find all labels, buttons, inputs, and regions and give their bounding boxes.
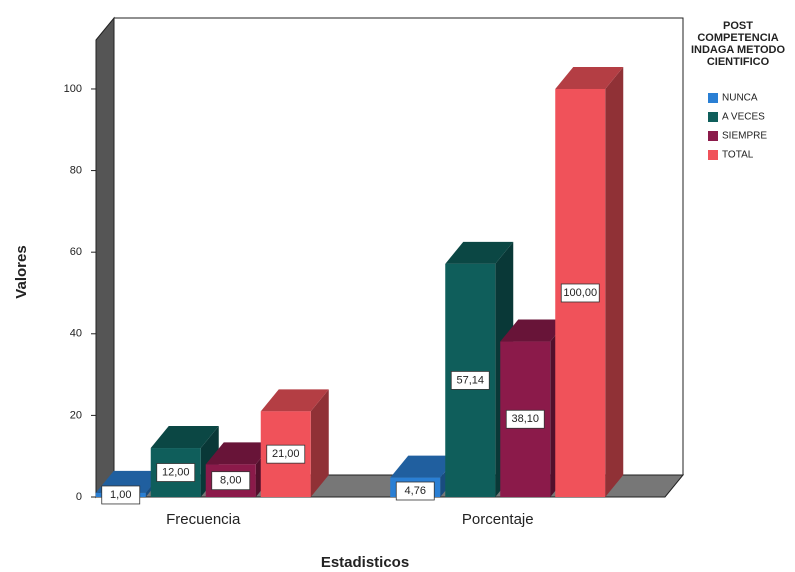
bar-side	[605, 66, 624, 497]
value-label-box	[450, 371, 490, 390]
legend-label: NUNCA	[722, 93, 758, 104]
x-axis-title: Estadisticos	[321, 554, 409, 571]
value-label-text: 12,00	[162, 466, 190, 478]
value-label-text: 4,76	[405, 485, 426, 497]
y-tick-label: 60	[70, 246, 82, 258]
value-label: 1,00	[101, 485, 141, 505]
bar-top	[260, 389, 329, 412]
bar-side	[310, 389, 329, 497]
x-tick-label: Porcentaje	[462, 511, 534, 528]
value-label: 57,14	[450, 371, 490, 390]
value-label: 21,00	[266, 444, 306, 464]
legend-label: TOTAL	[722, 150, 754, 161]
value-label-box	[505, 409, 545, 429]
bar-top	[555, 66, 624, 89]
y-tick-label: 40	[70, 328, 82, 340]
legend-swatch	[708, 150, 718, 160]
y-tick-label: 0	[76, 491, 82, 503]
y-axis-title: Valores	[13, 245, 30, 298]
value-label-text: 1,00	[110, 489, 131, 501]
bar-top	[445, 241, 514, 264]
value-label: 100,00	[560, 283, 600, 303]
legend-swatch	[708, 131, 718, 141]
value-label: 4,76	[395, 481, 435, 501]
legend-title: POST COMPETENCIA INDAGA METODO CIENTIFIC…	[690, 20, 786, 68]
value-label-text: 8,00	[220, 475, 241, 487]
value-label-text: 38,10	[511, 413, 539, 425]
value-label: 8,00	[211, 471, 251, 491]
legend-label: SIEMPRE	[722, 131, 767, 142]
bar-top	[390, 455, 459, 478]
value-label-box	[395, 481, 435, 501]
legend-swatch	[708, 93, 718, 103]
value-label-box	[211, 471, 251, 491]
bar-top	[500, 319, 569, 342]
legend-swatch	[708, 112, 718, 122]
value-label-text: 100,00	[563, 287, 597, 299]
bar-top	[205, 442, 274, 465]
value-label-box	[560, 283, 600, 303]
value-label-text: 57,14	[456, 374, 484, 386]
value-label-box	[101, 485, 141, 505]
y-tick-label: 100	[64, 83, 82, 95]
bar-top	[150, 426, 219, 449]
y-tick-label: 80	[70, 164, 82, 176]
value-label: 38,10	[505, 409, 545, 429]
value-label-box	[156, 463, 196, 482]
value-label-box	[266, 444, 306, 464]
x-tick-label: Frecuencia	[166, 511, 241, 528]
value-label: 12,00	[156, 463, 196, 482]
y-tick-label: 20	[70, 409, 82, 421]
left-wall	[95, 16, 115, 499]
legend-label: A VECES	[722, 112, 765, 123]
value-label-text: 21,00	[272, 448, 300, 460]
